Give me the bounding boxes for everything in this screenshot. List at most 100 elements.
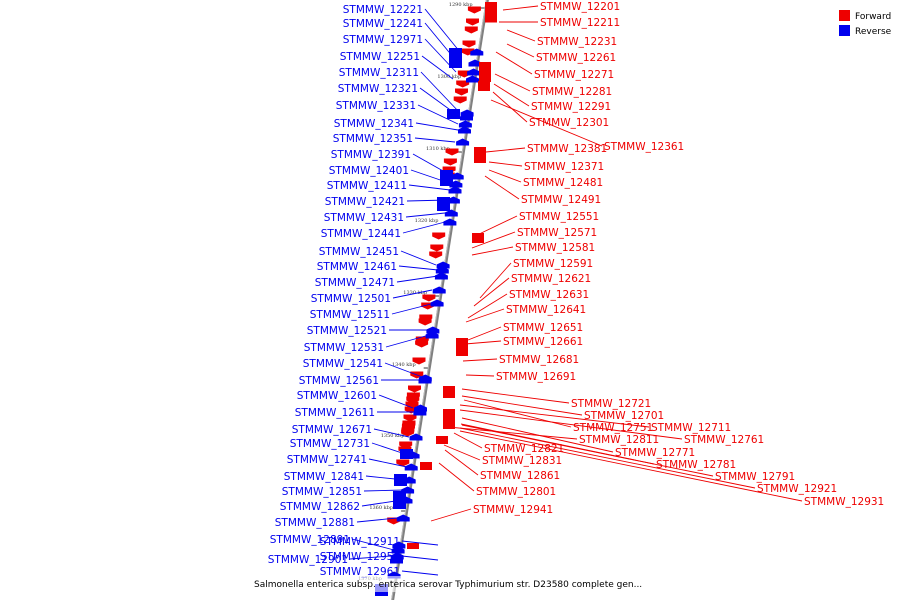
gene-leader-line: [417, 104, 459, 125]
gene-feature: [436, 436, 448, 444]
gene-leader-line: [421, 55, 454, 80]
gene-feature: [448, 186, 462, 194]
gene-label: STMMW_12241: [343, 18, 423, 30]
gene-leader-line: [349, 555, 392, 560]
gene-leader-line: [459, 427, 756, 489]
gene-label: STMMW_12761: [684, 434, 764, 446]
gene-label: STMMW_12231: [537, 36, 617, 48]
gene-leader-line: [384, 362, 426, 379]
gene-label: STMMW_12661: [503, 336, 583, 348]
gene-label: STMMW_12481: [523, 177, 603, 189]
gene-feature: [456, 138, 470, 146]
gene-leader-line: [473, 277, 510, 307]
axis-tick-label: 1350 kbp: [381, 433, 405, 439]
gene-feature: [458, 120, 472, 128]
gene-label: STMMW_12461: [317, 261, 397, 273]
gene-label: STMMW_12491: [521, 194, 601, 206]
gene-label: STMMW_12961: [320, 566, 400, 578]
gene-feature: [422, 294, 436, 302]
gene-label: STMMW_12581: [515, 242, 595, 254]
gene-leader-line: [430, 508, 472, 522]
gene-feature: [443, 218, 457, 226]
legend: Forward Reverse: [839, 10, 892, 37]
gene-leader-line: [484, 175, 520, 200]
gene-feature: [418, 376, 432, 384]
gene-label: STMMW_12861: [480, 470, 560, 482]
gene-feature: [432, 232, 446, 240]
gene-label: STMMW_12571: [517, 227, 597, 239]
gene-label: STMMW_12261: [536, 52, 616, 64]
gene-label: STMMW_12541: [303, 358, 383, 370]
gene-feature: [443, 409, 455, 429]
gene-leader-line: [506, 29, 536, 42]
gene-feature: [425, 331, 439, 339]
gene-leader-line: [420, 71, 461, 114]
gene-leader-line: [351, 538, 395, 551]
gene-feature: [435, 266, 449, 274]
gene-features: [375, 2, 497, 596]
gene-leader-line: [461, 388, 570, 404]
gene-feature: [445, 148, 459, 156]
gene-label: STMMW_12671: [292, 424, 372, 436]
gene-label: STMMW_12401: [329, 165, 409, 177]
gene-leader-line: [453, 432, 483, 449]
gene-leader-line: [365, 475, 406, 481]
gene-feature: [450, 172, 464, 180]
gene-label: STMMW_12881: [275, 517, 355, 529]
gene-label: STMMW_12301: [529, 117, 609, 129]
gene-feature: [396, 459, 410, 467]
gene-label: STMMW_12351: [333, 133, 413, 145]
gene-leader-line: [401, 555, 439, 561]
gene-label: STMMW_12321: [338, 83, 418, 95]
gene-label: STMMW_12341: [334, 118, 414, 130]
gene-label: STMMW_12631: [509, 289, 589, 301]
gene-leader-line: [415, 122, 459, 131]
gene-label: STMMW_12531: [304, 342, 384, 354]
gene-label: STMMW_12831: [482, 455, 562, 467]
gene-leader-line: [392, 289, 433, 299]
gene-label: STMMW_12281: [532, 86, 612, 98]
gene-label: STMMW_12331: [336, 100, 416, 112]
gene-label: STMMW_12441: [321, 228, 401, 240]
gene-label: STMMW_12781: [656, 459, 736, 471]
axis-tick-label: 1340 kbp: [392, 362, 416, 368]
gene-leader-line: [492, 91, 528, 123]
gene-leader-line: [391, 302, 436, 315]
gene-feature: [449, 48, 462, 68]
gene-leader-line: [447, 426, 578, 440]
gene-label: STMMW_12751: [573, 422, 653, 434]
gene-feature: [396, 514, 410, 522]
gene-leader-line: [361, 499, 403, 507]
gene-leader-line: [424, 8, 461, 53]
gene-label: STMMW_12591: [513, 258, 593, 270]
gene-leader-line: [474, 215, 518, 237]
gene-label: STMMW_12901: [268, 554, 348, 566]
gene-feature: [462, 40, 476, 48]
gene-leader-line: [471, 231, 516, 249]
gene-leader-line: [461, 395, 583, 416]
gene-leader-line: [495, 51, 533, 75]
gene-leader-line: [461, 417, 614, 453]
legend-reverse-swatch: [839, 25, 850, 36]
gene-feature: [479, 62, 491, 82]
gene-leader-line: [463, 399, 572, 428]
gene-leader-line: [356, 517, 398, 523]
axis-tick-label: 1290 kbp: [449, 2, 473, 8]
gene-leader-line: [363, 489, 405, 492]
gene-feature: [418, 318, 432, 326]
gene-label: STMMW_12791: [715, 471, 795, 483]
gene-label: STMMW_12471: [315, 277, 395, 289]
gene-leader-line: [373, 428, 410, 438]
gene-leader-line: [502, 5, 539, 11]
gene-feature: [426, 326, 440, 334]
gene-leader-line: [424, 22, 459, 64]
gene-leader-line: [412, 153, 453, 177]
gene-label: STMMW_12821: [484, 443, 564, 455]
gene-feature: [413, 408, 427, 416]
gene-leader-line: [444, 449, 479, 476]
gene-feature: [460, 113, 473, 121]
gene-feature: [434, 272, 448, 280]
gene-leader-line: [402, 221, 446, 234]
gene-feature: [444, 209, 458, 217]
gene-label: STMMW_12891: [270, 534, 350, 546]
